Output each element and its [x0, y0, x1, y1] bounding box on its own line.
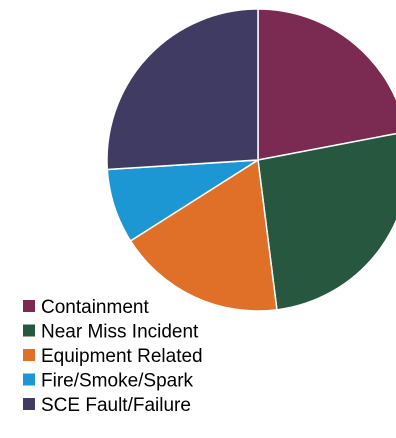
legend-item-containment: Containment: [23, 297, 149, 318]
chart-legend: Containment Near Miss Incident Equipment R…: [23, 297, 203, 416]
legend-label: Near Miss Incident: [41, 322, 199, 343]
pie-slice-containment: [257, 8, 396, 161]
legend-swatch: [23, 324, 35, 337]
legend-label: Equipment Related: [41, 346, 203, 367]
legend-swatch: [23, 349, 35, 361]
pie-slices: [106, 8, 396, 312]
legend-label: Fire/Smoke/Spark: [41, 371, 194, 392]
pie-slice-near-miss-incident: [257, 132, 396, 311]
legend-label: SCE Fault/Failure: [41, 395, 191, 416]
legend-swatch: [23, 373, 35, 386]
legend-swatch: [23, 300, 35, 312]
pie-slice-sce-fault-failure: [106, 8, 259, 171]
legend-item-equipment-related: Equipment Related: [23, 346, 203, 367]
pie-slice-equipment-related: [129, 159, 278, 312]
legend-swatch: [23, 398, 35, 410]
legend-item-sce-fault-failure: SCE Fault/Failure: [23, 395, 191, 416]
legend-item-near-miss-incident: Near Miss Incident: [23, 322, 199, 343]
legend-item-fire-smoke-spark: Fire/Smoke/Spark: [23, 371, 194, 392]
legend-label: Containment: [41, 297, 149, 318]
